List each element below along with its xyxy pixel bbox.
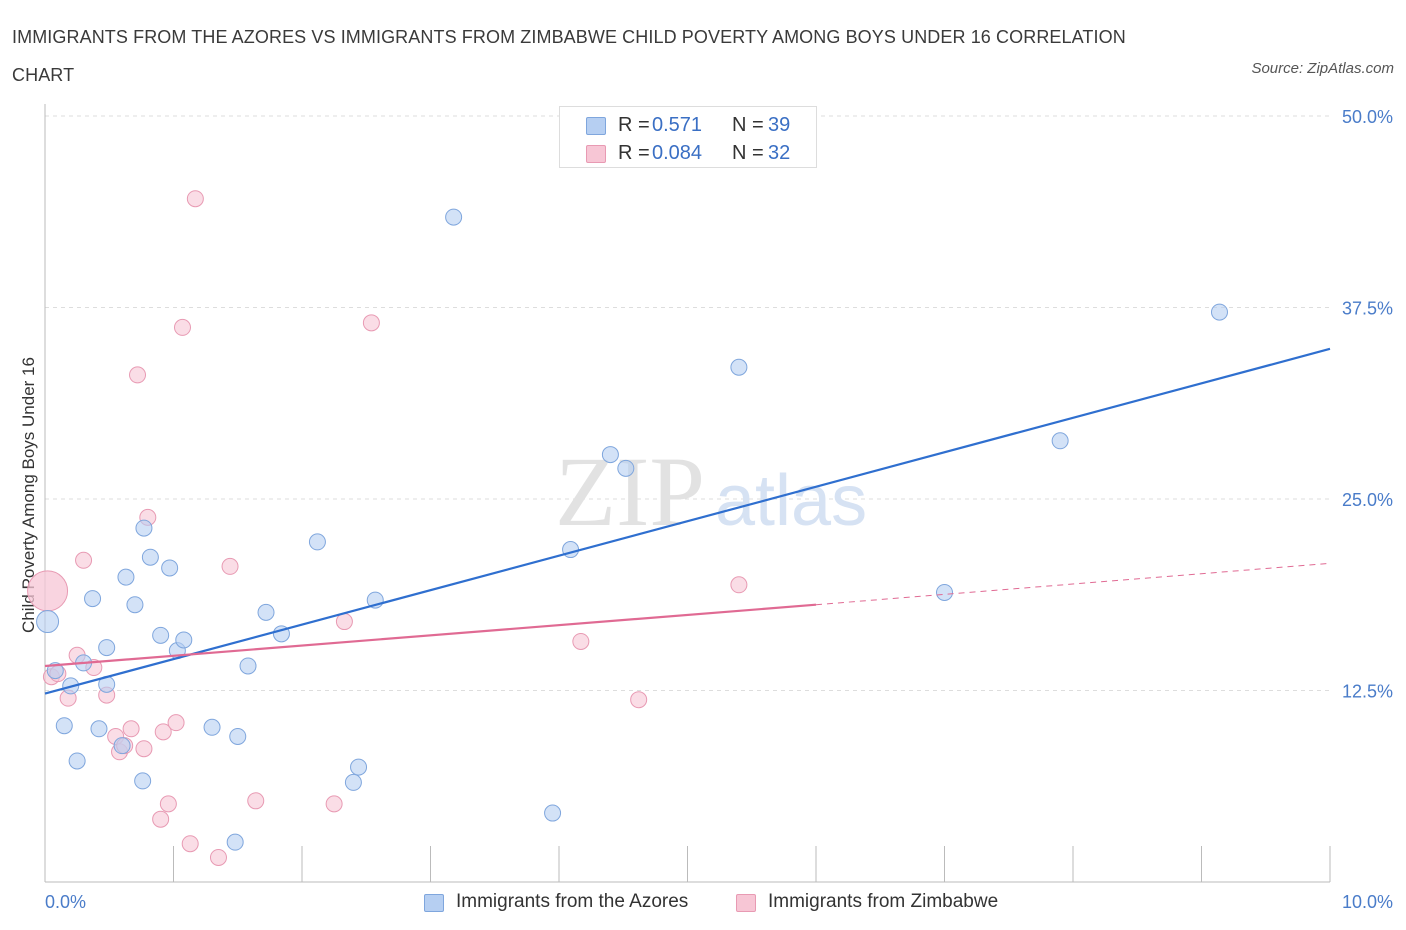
azores-point <box>730 358 748 376</box>
zimbabwe-point <box>167 714 185 732</box>
zimbabwe-trend-line <box>44 603 817 668</box>
legend-swatch-zimbabwe <box>586 145 606 163</box>
x-tick-label: 10.0% <box>1342 892 1393 912</box>
azores-point <box>68 752 86 770</box>
y-axis-label: Child Poverty Among Boys Under 16 <box>19 357 38 633</box>
watermark-zip: ZIP <box>555 436 705 547</box>
zimbabwe-point <box>730 576 748 594</box>
azores-point <box>141 548 159 566</box>
azores-point <box>55 717 73 735</box>
zimbabwe-trend-extension <box>815 562 1331 606</box>
legend-swatch-azores <box>586 117 606 135</box>
watermark: ZIP atlas <box>555 436 867 547</box>
azores-point <box>134 772 152 790</box>
azores-trend-line <box>44 347 1331 695</box>
zimbabwe-point <box>129 366 147 384</box>
legend-n-value: 39 <box>768 114 791 136</box>
grid-lines <box>45 115 1330 691</box>
azores-point <box>226 833 244 851</box>
azores-point <box>175 631 193 649</box>
azores-point <box>161 559 179 577</box>
azores-point <box>90 720 108 738</box>
series-azores <box>36 208 1228 851</box>
bottom-legend-swatch-azores <box>424 894 444 912</box>
zimbabwe-point <box>75 551 93 569</box>
watermark-atlas: atlas <box>715 461 867 541</box>
azores-point <box>203 718 221 736</box>
azores-point <box>544 804 562 822</box>
trend-lines <box>44 347 1331 695</box>
zimbabwe-point <box>159 795 177 813</box>
zimbabwe-point <box>173 318 191 336</box>
legend: R = 0.571 N = 39 R = 0.084 N = 32 <box>559 106 817 168</box>
azores-point <box>126 596 144 614</box>
legend-r-value: 0.571 <box>652 114 703 136</box>
legend-r-value: 0.084 <box>652 142 703 164</box>
azores-point <box>239 657 257 675</box>
azores-point <box>617 459 635 477</box>
zimbabwe-point <box>186 190 204 208</box>
azores-point <box>601 446 619 464</box>
axes <box>44 104 1331 883</box>
legend-row-azores: R = 0.571 N = 39 <box>560 111 816 139</box>
zimbabwe-point <box>209 848 227 866</box>
y-tick-label: 12.5% <box>1342 682 1393 702</box>
zimbabwe-point <box>122 720 140 738</box>
zimbabwe-point <box>221 557 239 575</box>
azores-point <box>113 737 131 755</box>
azores-point <box>84 590 102 608</box>
bottom-legend-label-zimbabwe: Immigrants from Zimbabwe <box>768 891 999 912</box>
azores-point <box>936 583 953 601</box>
legend-row-zimbabwe: R = 0.084 N = 32 <box>560 139 816 167</box>
azores-point <box>152 626 170 644</box>
y-tick-label: 25.0% <box>1342 490 1393 510</box>
azores-point <box>135 519 153 537</box>
zimbabwe-point <box>27 570 69 612</box>
bottom-legend-label-azores: Immigrants from the Azores <box>456 891 689 912</box>
azores-point <box>36 610 60 634</box>
x-tick-labels: 0.0% 10.0% <box>45 892 1393 912</box>
azores-point <box>308 533 326 551</box>
azores-point <box>344 773 362 791</box>
zimbabwe-point <box>362 314 380 332</box>
azores-point <box>117 568 135 586</box>
chart-title: IMMIGRANTS FROM THE AZORES VS IMMIGRANTS… <box>12 27 1126 85</box>
bottom-legend-zimbabwe: Immigrants from Zimbabwe <box>736 888 998 916</box>
zimbabwe-point <box>181 835 199 853</box>
series-zimbabwe <box>27 190 748 866</box>
y-tick-labels: 12.5% 25.0% 37.5% 50.0% <box>1342 107 1393 702</box>
zimbabwe-point <box>630 691 648 709</box>
y-tick-label: 50.0% <box>1342 107 1393 127</box>
zimbabwe-point <box>335 613 353 631</box>
zimbabwe-point <box>247 792 265 810</box>
azores-point <box>1210 303 1228 321</box>
x-tick-label: 0.0% <box>45 892 86 912</box>
legend-r-label: R = <box>618 142 650 164</box>
bottom-legend-azores: Immigrants from the Azores <box>424 888 688 916</box>
legend-n-label: N = <box>732 114 764 136</box>
azores-point <box>257 603 275 621</box>
zimbabwe-point <box>154 723 172 741</box>
source-label: Source: ZipAtlas.com <box>1251 60 1394 77</box>
y-tick-label: 37.5% <box>1342 299 1393 319</box>
azores-point <box>229 727 247 745</box>
azores-point <box>98 639 116 657</box>
legend-n-label: N = <box>732 142 764 164</box>
zimbabwe-point <box>325 795 343 813</box>
legend-r-label: R = <box>618 114 650 136</box>
bottom-legend-swatch-zimbabwe <box>736 894 756 912</box>
zimbabwe-point <box>572 632 590 650</box>
zimbabwe-point <box>152 810 170 828</box>
legend-n-value: 32 <box>768 142 791 164</box>
azores-point <box>1051 432 1069 450</box>
azores-point <box>445 208 463 226</box>
zimbabwe-point <box>135 740 153 758</box>
azores-point <box>350 758 368 776</box>
